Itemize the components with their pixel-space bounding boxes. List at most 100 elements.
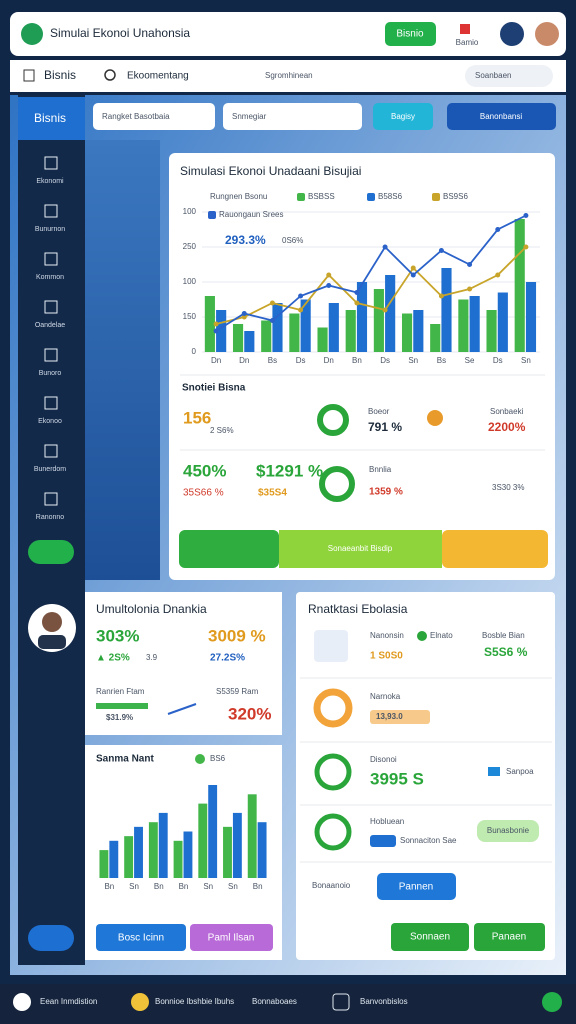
pill: [477, 820, 539, 842]
bar: [208, 785, 218, 878]
y-tick-label: 100: [183, 207, 197, 216]
taskbar-item[interactable]: Bonnaboaes: [252, 997, 297, 1006]
filter-button-label[interactable]: Bagisy: [391, 112, 415, 121]
profile-face: [42, 612, 62, 632]
filter-button-label[interactable]: Banonbansi: [480, 112, 522, 121]
stat-sub: ▲ 2S%: [96, 653, 130, 664]
bar: [183, 831, 193, 878]
start-icon[interactable]: [13, 993, 31, 1011]
settings-button[interactable]: [28, 925, 74, 951]
button-label[interactable]: Panaen: [492, 932, 526, 943]
point: [467, 262, 473, 267]
y-tick-label: 150: [183, 312, 197, 321]
point: [298, 293, 304, 299]
bar: [373, 289, 384, 352]
stat-sub: 3.9: [146, 653, 158, 662]
menu-label[interactable]: Oandelae: [35, 322, 65, 329]
progress-label: Sonaeanbit Bisdip: [328, 544, 393, 553]
button-label[interactable]: Paml Ilsan: [208, 933, 255, 944]
stat-sub: 35S66 %: [183, 488, 224, 499]
avatar[interactable]: [535, 22, 559, 46]
mini-chart: Bn Sn Bn Bn Sn Sn Bn: [99, 785, 267, 891]
menu-icon[interactable]: [44, 204, 58, 218]
filter-text[interactable]: Snmegiar: [232, 112, 267, 121]
menu-icon[interactable]: [44, 252, 58, 266]
button[interactable]: [190, 924, 273, 951]
item-side: Sanpoa: [506, 767, 534, 776]
stat-label: S5359 Ram: [216, 687, 259, 696]
item-side: Bosble Bian: [482, 631, 525, 640]
header-button[interactable]: [385, 22, 436, 46]
search-box[interactable]: [465, 65, 553, 87]
bar: [514, 219, 525, 352]
filter-text[interactable]: Rangket Basotbaia: [102, 112, 170, 121]
menu-icon[interactable]: [44, 156, 58, 170]
search-placeholder[interactable]: Soanbaen: [475, 71, 511, 80]
bar: [345, 310, 356, 352]
notify-icon[interactable]: [500, 22, 524, 46]
sidebar-button[interactable]: [28, 540, 74, 564]
filter-input[interactable]: [93, 103, 215, 130]
button-label[interactable]: Sonnaen: [410, 932, 450, 943]
menu-label[interactable]: Bunoro: [39, 370, 62, 377]
stat-value: 2200%: [488, 420, 526, 434]
button[interactable]: [391, 923, 469, 951]
menu-icon[interactable]: [44, 348, 58, 362]
point: [354, 300, 360, 306]
menu-label[interactable]: Bunurnon: [35, 226, 65, 233]
link[interactable]: Bonaanoio: [312, 881, 351, 890]
bar: [198, 803, 208, 878]
stat-sub: 27.2S%: [210, 653, 245, 664]
point: [410, 272, 416, 278]
y-tick-label: 250: [183, 242, 197, 251]
stat-value: 450%: [183, 461, 226, 480]
bar: [216, 310, 227, 352]
button-label[interactable]: Pannen: [399, 882, 433, 893]
fruit-icon: [427, 410, 443, 426]
filter-input[interactable]: [223, 103, 362, 130]
button-label[interactable]: Bosc Icinn: [118, 933, 164, 944]
sidebar-brand: [18, 97, 85, 140]
x-tick-label: Sn: [203, 882, 213, 891]
point: [495, 227, 501, 232]
point: [326, 272, 332, 278]
menu-icon[interactable]: [44, 444, 58, 458]
x-tick-label: Bn: [352, 356, 362, 365]
filter-button[interactable]: [373, 103, 433, 130]
taskbar-item[interactable]: Banvonbislos: [360, 997, 408, 1006]
legend-label: BS9S6: [443, 192, 468, 201]
status-icon[interactable]: [542, 992, 562, 1012]
button[interactable]: [96, 924, 186, 951]
item-name: Hobluean: [370, 817, 404, 826]
app-icon[interactable]: [332, 993, 350, 1011]
header-button-label[interactable]: Bisnio: [396, 29, 424, 40]
menu-label[interactable]: Bunerdom: [34, 466, 66, 473]
taskbar-item[interactable]: Bonnioe Ibshbie Ibuhs: [155, 997, 234, 1006]
x-tick-label: Sn: [228, 882, 238, 891]
menu-icon[interactable]: [44, 300, 58, 314]
nav-item[interactable]: Sgromhinean: [265, 71, 313, 80]
bar: [173, 840, 183, 878]
bar: [401, 313, 413, 352]
button[interactable]: [474, 923, 545, 951]
taskbar-item[interactable]: Eean Inmdistion: [40, 997, 97, 1006]
menu-label[interactable]: Ranonno: [36, 514, 65, 521]
menu-icon[interactable]: [44, 492, 58, 506]
stat-label: Sonbaeki: [490, 407, 524, 416]
menu-label[interactable]: Ekonomi: [36, 178, 64, 185]
menu-label[interactable]: Kommon: [36, 274, 64, 281]
menu-icon[interactable]: [44, 396, 58, 410]
bar: [148, 822, 158, 878]
point: [354, 290, 360, 295]
app-icon[interactable]: [131, 993, 149, 1011]
card: [296, 592, 555, 960]
item-value: 3995 S: [370, 769, 424, 788]
nav-item[interactable]: Ekoomentang: [127, 71, 189, 82]
button[interactable]: [377, 873, 456, 900]
bar: [469, 296, 480, 352]
annotation: 293.3%: [225, 233, 266, 247]
stat-value: 303%: [96, 626, 139, 645]
filter-button[interactable]: [447, 103, 556, 130]
menu-label[interactable]: Ekonoo: [38, 418, 62, 425]
nav-item[interactable]: Bisnis: [44, 68, 76, 82]
